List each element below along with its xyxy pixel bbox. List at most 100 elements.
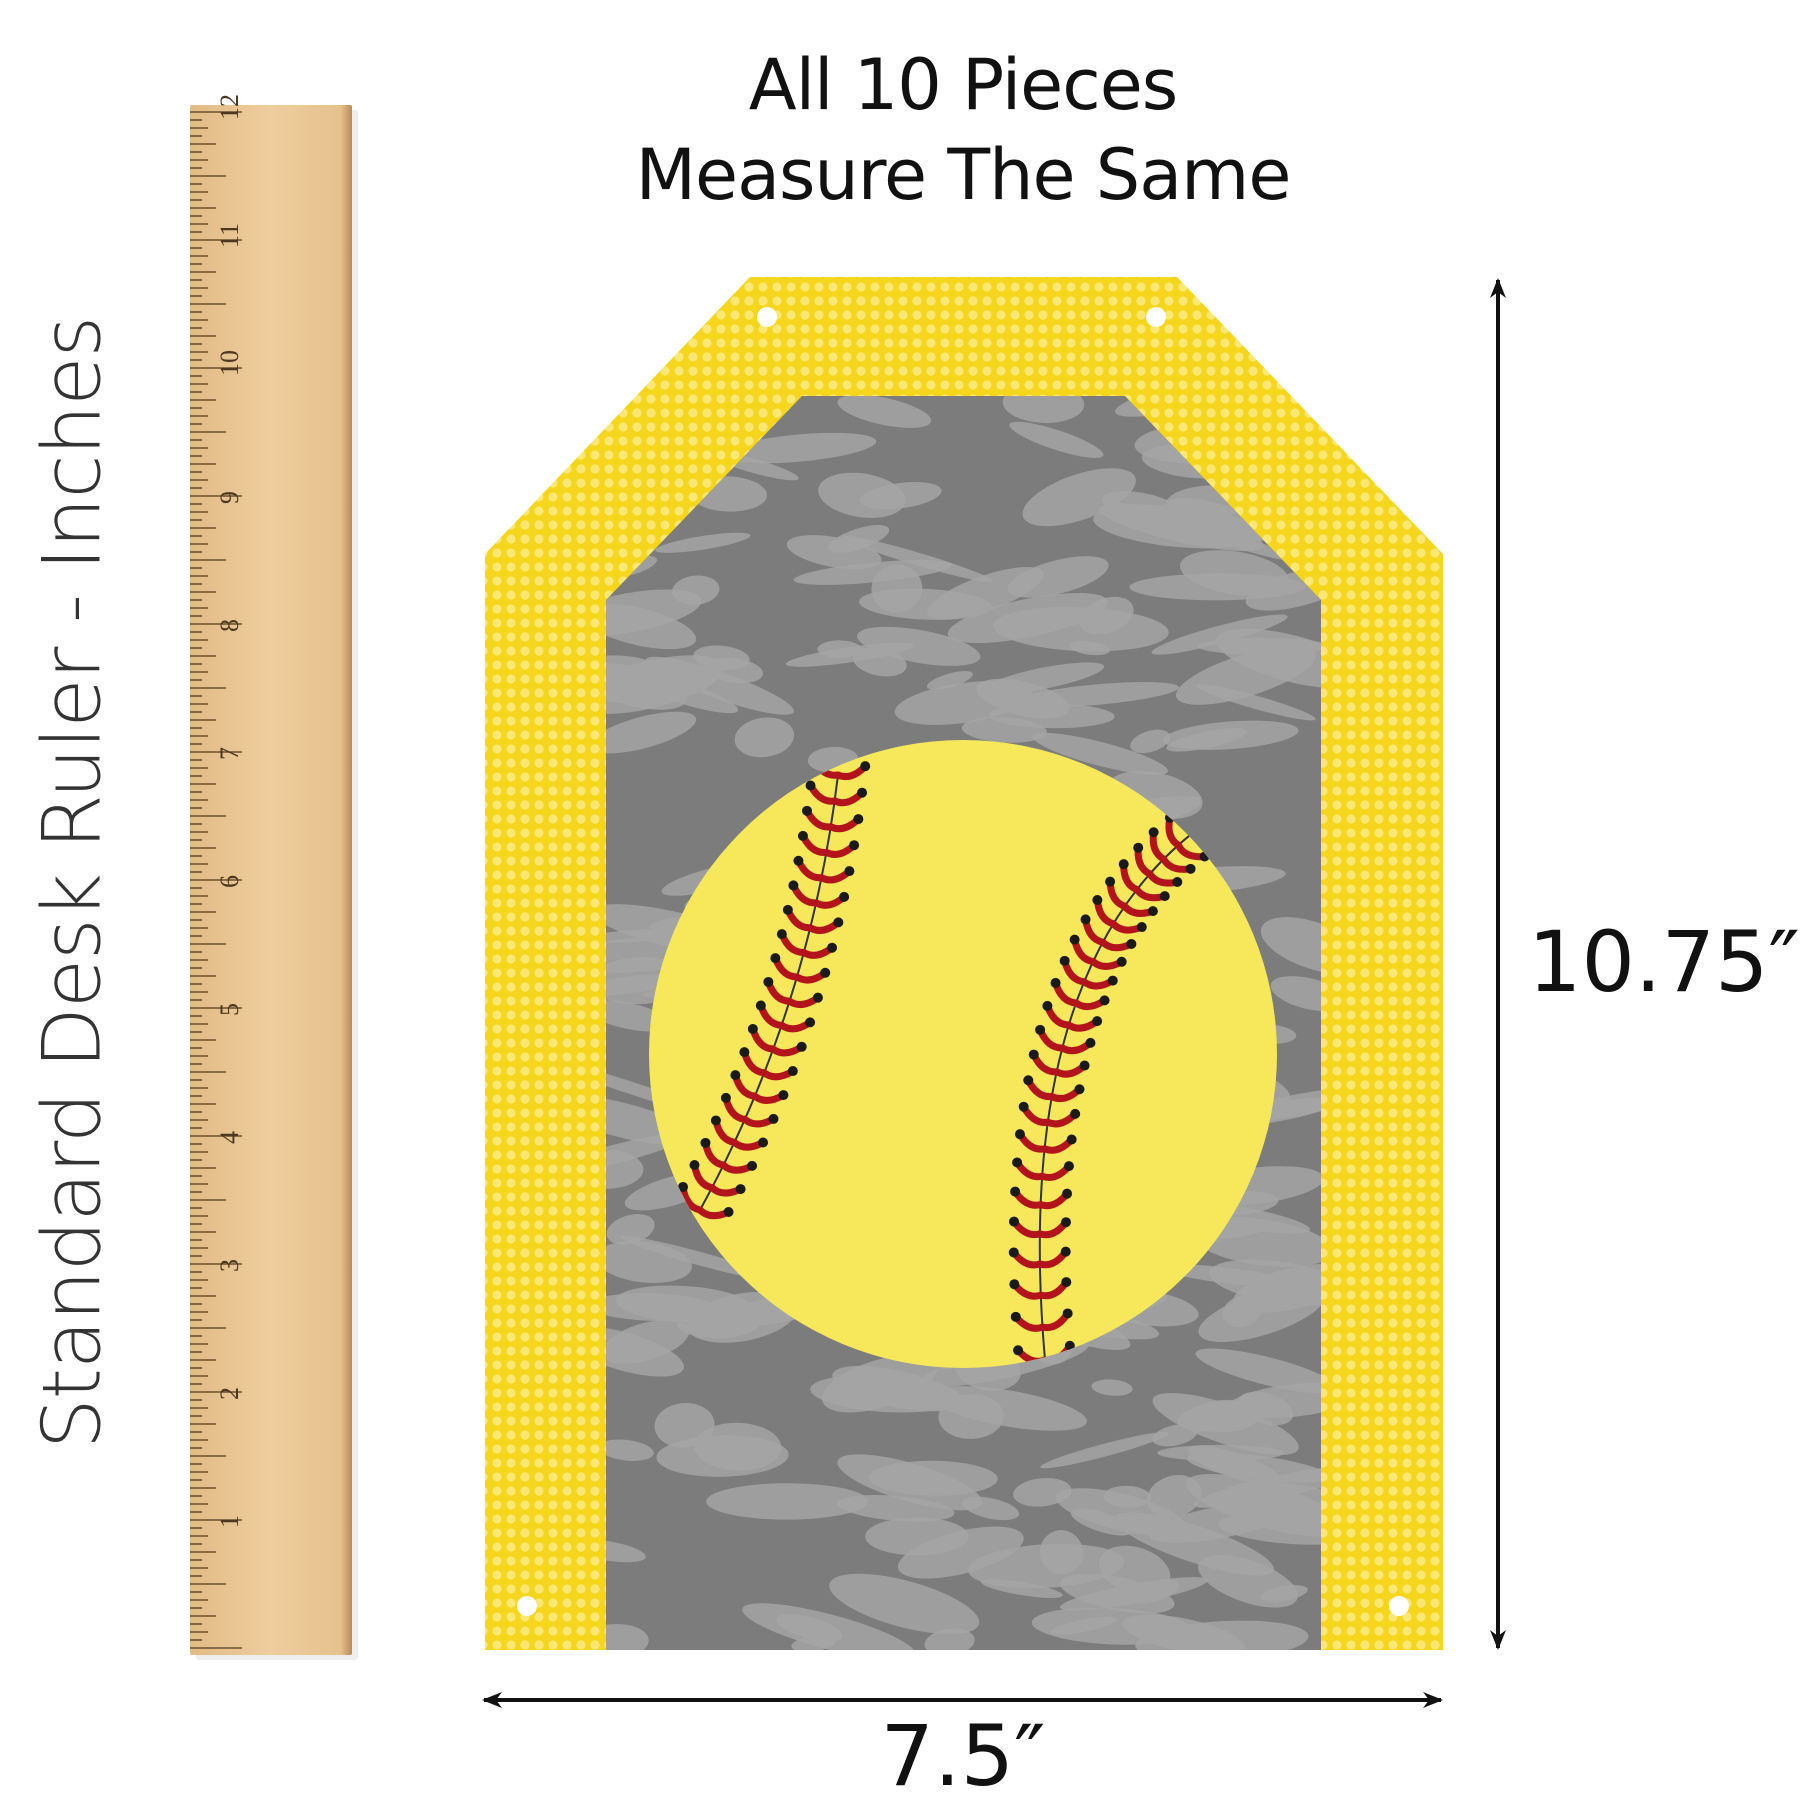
camo-patch (1009, 421, 1104, 458)
stitch-hole (787, 1066, 798, 1077)
stitch-hole (827, 942, 838, 953)
stitch-hole (1061, 1277, 1072, 1288)
camo-patch (1209, 1259, 1321, 1306)
camo-patch (853, 647, 907, 677)
stitch-hole (857, 787, 868, 798)
stitch-hole (820, 967, 831, 978)
camo-patch (645, 656, 794, 715)
stitch-hole (1018, 1101, 1029, 1112)
stitch-hole (801, 805, 812, 816)
stitch-hole (853, 814, 864, 825)
stitch-hole (678, 1181, 689, 1192)
stitch-hole (1023, 1075, 1034, 1086)
heading-line-1: All 10 Pieces (748, 44, 1179, 126)
camo-patch (1091, 1379, 1133, 1396)
stitch-hole (758, 1137, 769, 1148)
stitch-hole (1105, 876, 1116, 887)
stitch-hole (1079, 1060, 1090, 1071)
camo-patch (606, 663, 687, 710)
hole-icon (1389, 1596, 1409, 1616)
camo-patch (927, 566, 1045, 620)
camo-patch (1228, 1382, 1321, 1419)
stitch-hole (849, 840, 860, 851)
camo-patch (606, 603, 697, 650)
stitch-hole (730, 1070, 741, 1081)
stitch-hole (1009, 1279, 1020, 1290)
stitch-hole (747, 1023, 758, 1034)
camo-patch (1260, 917, 1321, 974)
camo-patch (606, 1214, 655, 1245)
camo-patch (606, 1241, 692, 1283)
stitch-hole (796, 1041, 807, 1052)
stitch-hole (1133, 842, 1144, 853)
camo-patch (1198, 1555, 1298, 1608)
camo-patch (961, 717, 1047, 743)
camo-patch (1040, 1431, 1170, 1469)
ruler-number: 8 (215, 619, 244, 632)
camo-patch (1180, 550, 1289, 596)
stitch-hole (700, 1137, 711, 1148)
camo-patch (842, 535, 993, 583)
stitch-hole (739, 1047, 750, 1058)
stitch-hole (1147, 906, 1158, 917)
camo-patch (705, 657, 764, 684)
camo-patch (1032, 732, 1168, 775)
stitch-hole (1148, 827, 1159, 838)
stitch-hole (1062, 1308, 1073, 1319)
stitch-hole (1010, 1311, 1021, 1322)
stitch-hole (797, 830, 808, 841)
hole-icon (517, 1596, 537, 1616)
stitch-hole (1012, 1157, 1023, 1168)
camo-patch (1013, 1477, 1072, 1507)
camo-patch (686, 1291, 797, 1343)
camo-patch (1187, 1452, 1321, 1483)
camo-patch (837, 1454, 983, 1511)
stitch-hole (1060, 1217, 1071, 1228)
stitch-hole (770, 953, 781, 964)
ruler-number: 3 (215, 1259, 244, 1272)
camo-patch (1122, 1614, 1246, 1650)
banner-piece (485, 277, 1443, 1650)
stitch-hole (793, 855, 804, 866)
softball-icon (649, 740, 1277, 1368)
camo-patch (672, 575, 720, 605)
camo-patch (859, 482, 942, 510)
camo-patch (1055, 1488, 1186, 1536)
camo-patch (1190, 1399, 1260, 1433)
ruler-number: 10 (215, 350, 244, 376)
camo-patch (734, 717, 795, 758)
stitch-hole (839, 891, 850, 902)
camo-patch (606, 1319, 690, 1364)
hole-icon (757, 307, 777, 327)
camo-patch (776, 1614, 843, 1642)
stitch-hole (1099, 995, 1110, 1006)
camo-patch (947, 593, 1108, 644)
stitch-hole (720, 1092, 731, 1103)
ruler-number: 12 (215, 94, 244, 120)
stitch-hole (1042, 1000, 1053, 1011)
camo-patch (786, 535, 882, 570)
stitch-hole (747, 1160, 758, 1171)
camo-patch (1069, 640, 1110, 656)
camo-patch (606, 1000, 673, 1032)
camo-patch (1195, 1348, 1321, 1394)
stitch-hole (1074, 1084, 1085, 1095)
stitch-hole (1009, 1216, 1020, 1227)
stitch-hole (1062, 1188, 1073, 1199)
camo-patch (1152, 1424, 1198, 1447)
ruler-number: 1 (215, 1515, 244, 1528)
hole-icon (1146, 307, 1166, 327)
stitch-hole (1092, 1016, 1103, 1027)
height-dimension: 10.75″ (1528, 913, 1800, 1011)
stitch-hole (1014, 1129, 1025, 1140)
camo-patch (1130, 729, 1171, 754)
camo-patch (694, 1422, 782, 1471)
camo-patch (976, 678, 1070, 719)
stitch-hole (1159, 891, 1170, 902)
camo-patch (606, 928, 696, 944)
stitch-hole (1069, 934, 1080, 945)
stitch-hole (1059, 955, 1070, 966)
stitch-hole (844, 866, 855, 877)
heading-line-2: Measure The Same (635, 134, 1292, 216)
ruler-number: 11 (215, 223, 244, 248)
